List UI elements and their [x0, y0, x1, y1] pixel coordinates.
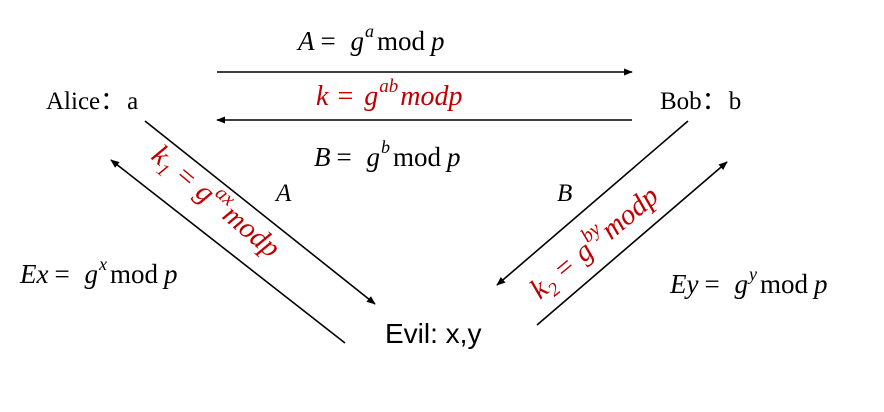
- formula-evil-x: Ex = gx mod p: [19, 254, 177, 289]
- formula-alice-public: A = ga mod p: [296, 21, 445, 56]
- arrow-evil-to-alice: [110, 159, 346, 344]
- evil-label: Evil: x,y: [385, 318, 481, 349]
- arrow-bob-to-evil: [496, 120, 689, 286]
- arrow-evil-to-bob: [536, 161, 728, 326]
- formula-shared-key: k = gabmodp: [316, 76, 462, 112]
- formula-evil-y: Ey = gy mod p: [669, 264, 827, 299]
- formula-key-two: k2 = gbymodp: [521, 176, 668, 309]
- arrow-alice-to-evil: [144, 120, 376, 305]
- label-intercepted-A: A: [274, 180, 292, 207]
- label-intercepted-B: B: [557, 180, 572, 207]
- bob-label: Bob：b: [660, 88, 741, 115]
- alice-label: Alice：a: [46, 88, 138, 115]
- formula-bob-public: B = gb mod p: [314, 137, 461, 172]
